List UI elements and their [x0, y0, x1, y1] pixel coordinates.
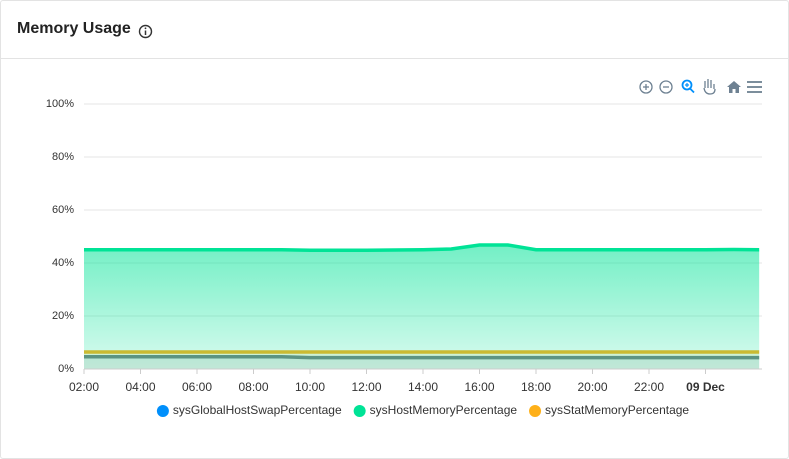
x-tick-label: 16:00 — [464, 380, 494, 394]
widget-title: Memory Usage — [17, 20, 131, 37]
legend-marker — [156, 405, 169, 417]
y-tick-label: 0% — [58, 363, 74, 375]
x-tick-label: 12:00 — [351, 380, 381, 394]
x-tick-label: 08:00 — [238, 380, 268, 394]
x-tick-label: 10:00 — [295, 380, 325, 394]
legend-item[interactable]: sysGlobalHostSwapPercentage — [156, 403, 342, 417]
toolbar — [639, 79, 762, 95]
reset-button[interactable] — [727, 81, 741, 93]
x-tick-label: 20:00 — [577, 380, 607, 394]
legend-marker — [529, 405, 542, 417]
x-tick-label: 18:00 — [521, 380, 551, 394]
x-tick-label: 14:00 — [408, 380, 438, 394]
x-tick-label: 02:00 — [69, 380, 99, 394]
x-tick-label: 09 Dec — [686, 380, 725, 394]
legend-marker — [353, 405, 366, 417]
legend-label: sysHostMemoryPercentage — [370, 403, 518, 417]
x-tick-label: 04:00 — [125, 380, 155, 394]
pan-button[interactable] — [703, 79, 716, 95]
menu-button[interactable] — [747, 81, 762, 93]
y-tick-label: 20% — [52, 310, 74, 322]
legend-label: sysStatMemoryPercentage — [545, 403, 689, 417]
legend-item[interactable]: sysStatMemoryPercentage — [529, 403, 689, 417]
y-tick-label: 80% — [52, 151, 74, 163]
x-tick-label: 22:00 — [634, 380, 664, 394]
info-icon[interactable] — [138, 24, 153, 39]
x-tick-label: 06:00 — [182, 380, 212, 394]
zoom-select-button[interactable] — [681, 79, 695, 94]
y-tick-label: 60% — [52, 204, 74, 216]
y-tick-label: 40% — [52, 257, 74, 269]
zoom-out-button[interactable] — [659, 80, 673, 94]
series-area — [84, 244, 760, 369]
legend-label: sysGlobalHostSwapPercentage — [173, 403, 342, 417]
y-tick-label: 100% — [46, 98, 74, 110]
legend-item[interactable]: sysHostMemoryPercentage — [353, 403, 518, 417]
widget-header: Memory Usage — [1, 1, 788, 59]
zoom-in-button[interactable] — [639, 80, 653, 94]
series-line — [84, 243, 760, 253]
